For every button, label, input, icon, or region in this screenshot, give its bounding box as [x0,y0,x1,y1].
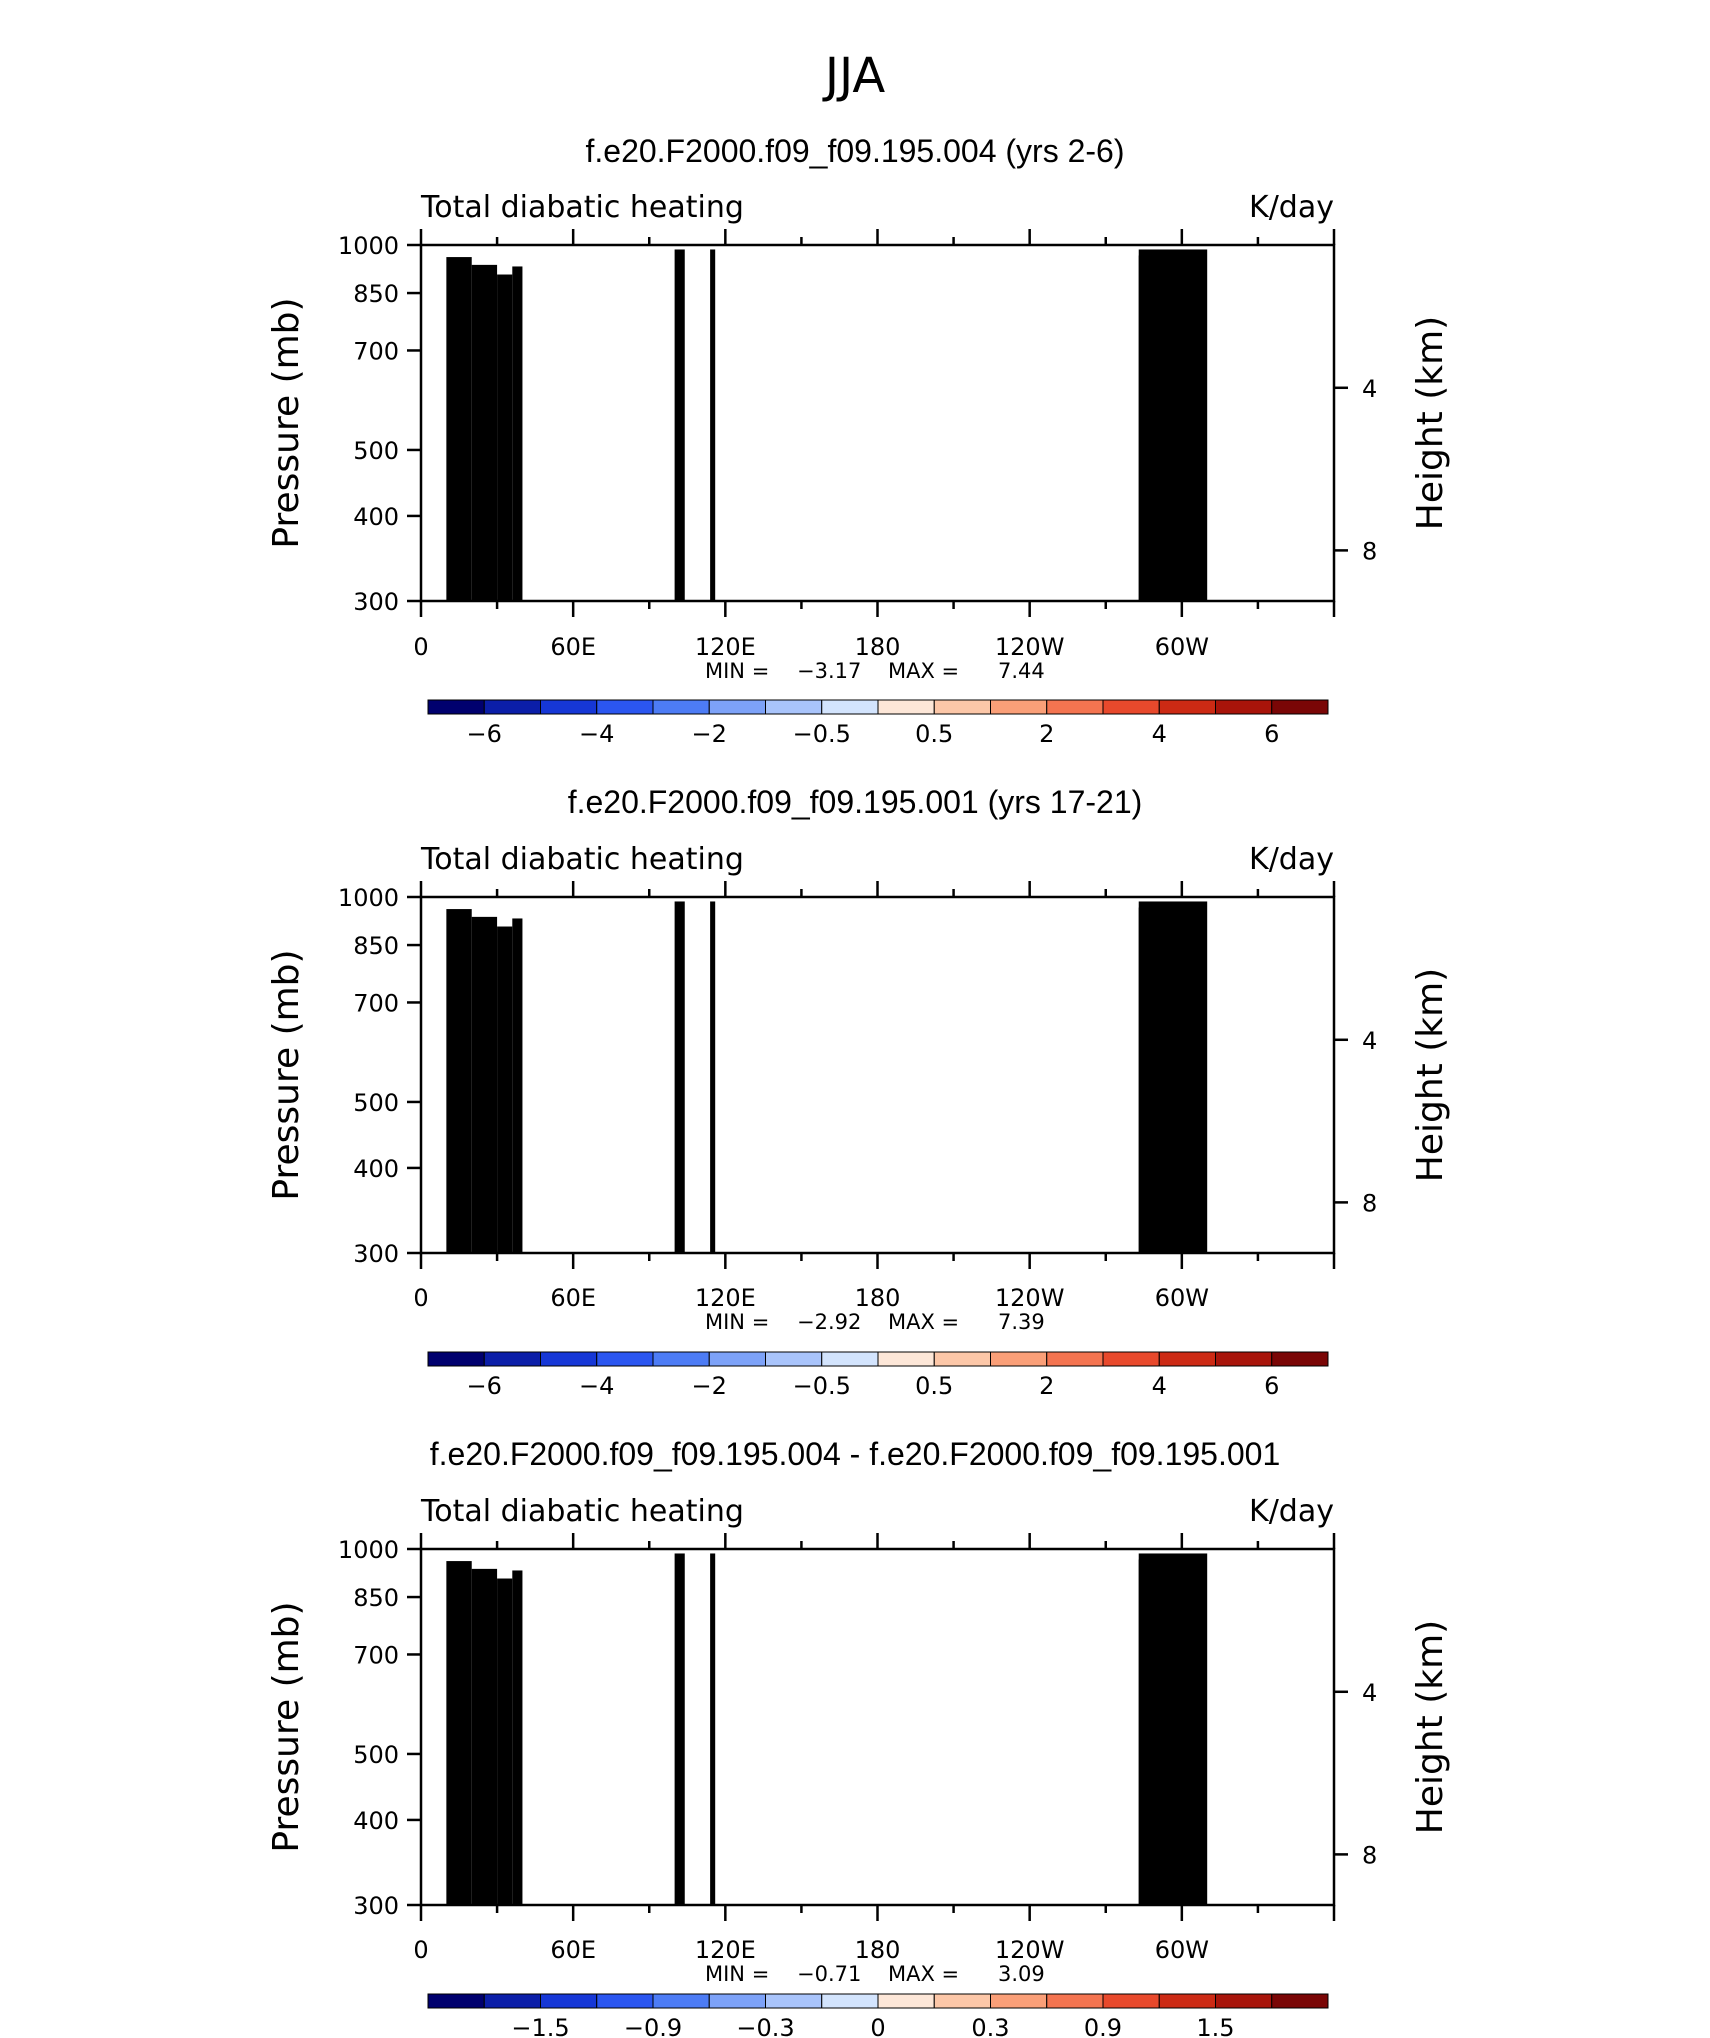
x-tick-label: 180 [855,633,901,661]
colorbar-swatch [821,699,879,715]
topography-mask [471,264,498,601]
y-tick-label: 700 [353,337,399,365]
colorbar-swatch [933,699,991,715]
colorbar-swatch [990,699,1048,715]
y-tick-label: 300 [353,588,399,616]
y-tick-label: 500 [353,437,399,465]
y-tick-label: 1000 [338,232,399,260]
colorbar-swatch [427,699,485,715]
colorbar-swatch [1158,699,1216,715]
colorbar-swatch [1215,699,1273,715]
x-tick-label: 60W [1155,633,1209,661]
colorbar-swatch [765,699,823,715]
x-tick-label: 0 [413,633,428,661]
colorbar-swatch [483,699,541,715]
chart-panel-2: f.e20.F2000.f09_f09.195.001 (yrs 17-21)T… [266,784,1451,1400]
colorbar-label: −0.5 [793,720,851,748]
y-tick-right-label: 4 [1362,375,1377,403]
topography-mask [674,249,685,601]
colorbar-label: 4 [1152,720,1167,748]
colorbar-swatch [708,699,766,715]
x-tick-label: 120W [995,633,1065,661]
colorbar: −6 −4 −2 −0.5 0.5 2 4 6 [427,699,1329,748]
y-axis-label-right: Height (km) [1410,316,1451,530]
colorbar-swatch [1271,699,1329,715]
colorbar-swatch [652,699,710,715]
colorbar-label: −4 [579,720,614,748]
x-tick-label: 60E [550,633,596,661]
y-axis-label: Pressure (mb) [266,297,307,548]
max-label: MAX = [888,659,959,683]
y-tick-label: 850 [353,280,399,308]
topography-mask [1138,249,1208,601]
x-tick-label: 120E [695,633,756,661]
topography-mask [497,274,513,601]
right-label: K/day [1249,190,1334,225]
colorbar-label: 6 [1264,720,1279,748]
y-tick-label: 400 [353,503,399,531]
topography-mask [512,266,523,601]
min-value: −3.17 [797,659,861,683]
colorbar-label: 2 [1039,720,1054,748]
topography-mask [1138,255,1144,601]
colorbar-swatch [1102,699,1160,715]
panel-title: f.e20.F2000.f09_f09.195.004 (yrs 2-6) [585,133,1124,169]
chart-panel-1: f.e20.F2000.f09_f09.195.004 (yrs 2-6) Tot… [266,133,1451,748]
colorbar-swatch [877,699,935,715]
y-tick-right-label: 8 [1362,537,1377,565]
figure-title: JJA [822,48,885,104]
topography-mask [446,257,472,601]
left-label: Total diabatic heating [420,190,744,225]
colorbar-label: −6 [467,720,502,748]
min-label: MIN = [705,659,769,683]
colorbar-label: 0.5 [915,720,953,748]
topography-mask [710,249,716,601]
colorbar-label: −2 [692,720,727,748]
colorbar-swatch [596,699,654,715]
colorbar-swatch [1046,699,1104,715]
max-value: 7.44 [998,659,1045,683]
colorbar-swatch [540,699,598,715]
